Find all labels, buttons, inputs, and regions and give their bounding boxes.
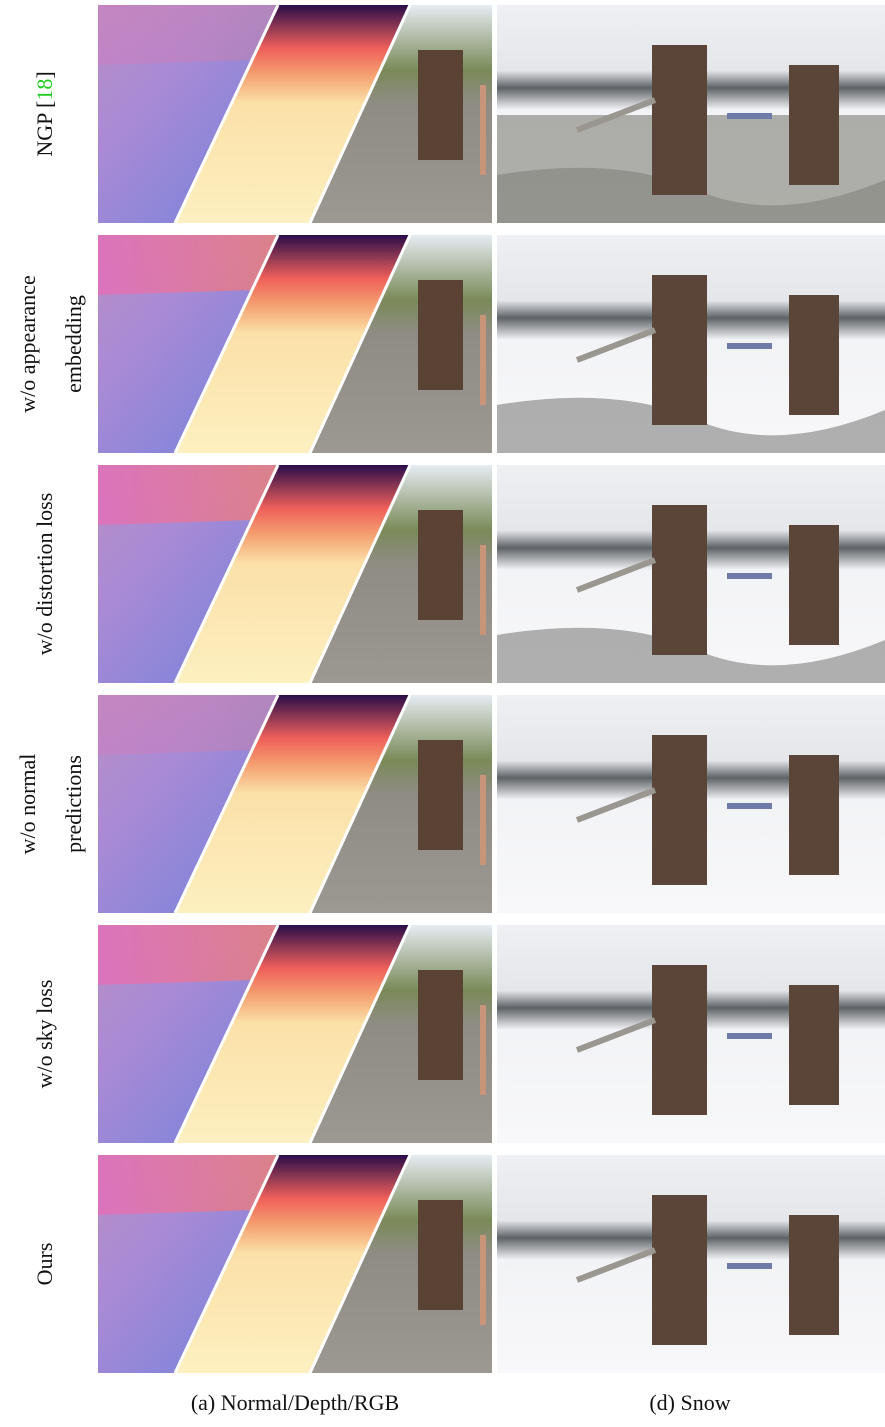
snow-image (497, 1155, 885, 1373)
normal-depth-rgb-image (98, 695, 492, 913)
rgb-structure (418, 970, 463, 1080)
label-text: predictions (61, 755, 86, 853)
label-text: ] (32, 71, 57, 78)
normal-sky (98, 235, 278, 295)
normal-depth-rgb-image (98, 5, 492, 223)
normal-depth-rgb-image (98, 925, 492, 1143)
rgb-structure (418, 740, 463, 850)
rgb-post (480, 775, 486, 865)
rgb-post (480, 1005, 486, 1095)
playground-tower (789, 755, 839, 875)
row: Ours (32, 1155, 885, 1373)
normal-sky (98, 695, 278, 755)
bench (727, 343, 772, 349)
snow-image (497, 695, 885, 913)
playground-tower (652, 275, 707, 425)
caption: (d) Snow (649, 1390, 730, 1415)
playground-tower (652, 505, 707, 655)
bench (727, 803, 772, 809)
rgb-post (480, 545, 486, 635)
row: NGP [18] (32, 5, 885, 223)
playground-tower (652, 45, 707, 195)
normal-sky (98, 925, 278, 985)
bench (727, 1263, 772, 1269)
rgb-post (480, 315, 486, 405)
bench (727, 573, 772, 579)
snow-image (497, 465, 885, 683)
label-text: w/o appearance (15, 275, 40, 412)
label-text: embedding (61, 295, 86, 393)
normal-depth-rgb-image (98, 465, 492, 683)
citation: 18 (32, 79, 57, 101)
normal-depth-rgb-image (98, 235, 492, 453)
playground-tower (789, 525, 839, 645)
normal-sky (98, 1155, 278, 1215)
row-label: embedding (61, 295, 86, 393)
rgb-structure (418, 50, 463, 160)
label-text: w/o normal (15, 754, 40, 855)
playground-tower (789, 295, 839, 415)
row-label: w/o appearance (15, 275, 40, 412)
bench (727, 1033, 772, 1039)
rgb-structure (418, 280, 463, 390)
rgb-structure (418, 510, 463, 620)
normal-sky (98, 465, 278, 525)
row-label: NGP [18] (32, 71, 57, 156)
rows: NGP [18] w/o appearance embedding w/o disto… (15, 5, 885, 1373)
row-label: w/o normal (15, 754, 40, 855)
row-label: predictions (61, 755, 86, 853)
label-text: w/o distortion loss (32, 493, 57, 656)
row: w/o appearance embedding (15, 235, 885, 453)
snow-image (497, 925, 885, 1143)
row: w/o sky loss (32, 925, 885, 1143)
rgb-post (480, 1235, 486, 1325)
label-text: Ours (32, 1243, 57, 1286)
label-text: w/o sky loss (32, 980, 57, 1089)
row-label: w/o distortion loss (32, 493, 57, 656)
snow-image (497, 235, 885, 453)
playground-tower (652, 1195, 707, 1345)
row: w/o distortion loss (32, 465, 885, 683)
caption: (a) Normal/Depth/RGB (191, 1390, 399, 1415)
row-label: w/o sky loss (32, 980, 57, 1089)
figure: NGP [18] w/o appearance embedding w/o disto… (0, 0, 885, 1427)
snow-image (497, 5, 885, 223)
rgb-post (480, 85, 486, 175)
playground-tower (652, 965, 707, 1115)
playground-tower (789, 985, 839, 1105)
playground-tower (789, 1215, 839, 1335)
row: w/o normal predictions (15, 695, 885, 913)
row-label: Ours (32, 1243, 57, 1286)
label-text: NGP [ (32, 101, 57, 157)
rgb-structure (418, 1200, 463, 1310)
playground-tower (789, 65, 839, 185)
normal-depth-rgb-image (98, 1155, 492, 1373)
playground-tower (652, 735, 707, 885)
normal-sky (98, 5, 278, 65)
bench (727, 113, 772, 119)
